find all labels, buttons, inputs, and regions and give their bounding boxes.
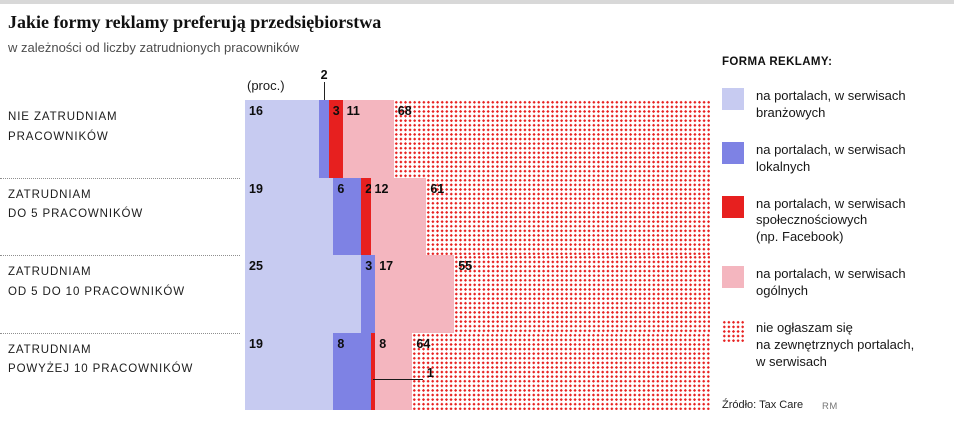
legend-label: nie ogłaszam się na zewnętrznych portalac… — [756, 320, 915, 369]
bar-segment: 64 — [412, 332, 710, 410]
value-label: 6 — [337, 181, 345, 196]
bar-row-0: 16 3 11 68 — [245, 100, 710, 178]
category-label: ZATRUDNIAM OD 5 DO 10 PRACOWNIKÓW — [8, 266, 185, 298]
value-label: 8 — [379, 336, 387, 351]
value-label: 61 — [430, 181, 445, 196]
value-label: 64 — [416, 336, 431, 351]
value-label: 55 — [458, 259, 473, 273]
bar-segment: 19 — [245, 177, 334, 255]
credit-label: RM — [822, 401, 838, 412]
value-label: 12 — [374, 181, 389, 196]
value-label: 25 — [249, 259, 263, 273]
bar-segment: 68 — [393, 100, 710, 178]
value-label: 3 — [332, 104, 340, 118]
bar-segment: 6 — [333, 177, 362, 255]
bar-segment: 17 — [375, 255, 455, 333]
bar-segment — [370, 332, 376, 410]
bar-segment: 55 — [454, 255, 710, 333]
value-label: 8 — [337, 336, 345, 351]
bar-segment: 3 — [361, 255, 376, 333]
legend-items: na portalach, w serwisach branżowych na po… — [722, 88, 950, 371]
bar-row-2: 25 3 17 55 — [245, 255, 710, 333]
page-title: Jakie formy reklamy preferują przedsiębi… — [8, 12, 382, 32]
top-divider — [0, 0, 954, 4]
bar-row-3: 19 8 8 64 — [245, 332, 710, 410]
bar-segment: 19 — [245, 332, 334, 410]
legend-swatch — [722, 320, 744, 343]
category-label: ZATRUDNIAM POWYŻEJ 10 PRACOWNIKÓW — [8, 343, 194, 376]
callout-line — [323, 82, 325, 100]
bar-segment: 2 — [361, 177, 373, 255]
page-subtitle: w zależności od liczby zatrudnionych pra… — [8, 40, 300, 55]
bar-segment: 12 — [370, 177, 427, 255]
legend-label: na portalach, w serwisach branżowych — [756, 88, 906, 120]
legend-item: nie ogłaszam się na zewnętrznych portalac… — [722, 320, 950, 371]
legend-swatch — [722, 88, 744, 110]
legend-swatch — [722, 141, 744, 164]
legend-swatch — [722, 195, 744, 218]
category-label: ZATRUDNIAM DO 5 PRACOWNIKÓW — [8, 188, 144, 221]
bar-segment: 11 — [342, 100, 394, 178]
bar-segment: 8 — [333, 332, 371, 410]
value-label: 3 — [365, 259, 373, 273]
value-label: 17 — [379, 259, 394, 273]
legend-label: na portalach, w serwisach lokalnych — [756, 141, 906, 174]
bar-segment — [319, 100, 329, 178]
category-label: NIE ZATRUDNIAM PRACOWNIKÓW — [8, 111, 118, 143]
row-separator — [0, 255, 240, 256]
bar-segment: 8 — [375, 332, 413, 410]
bar-segment: 16 — [245, 100, 320, 178]
value-label: 11 — [346, 104, 360, 118]
bar-row-1: 19 6 2 12 61 — [245, 177, 710, 255]
legend-item: na portalach, w serwisach lokalnych — [722, 141, 950, 176]
value-label: 19 — [249, 181, 263, 196]
unit-label: (proc.) — [247, 78, 285, 93]
legend-title: FORMA REKLAMY: — [722, 56, 833, 68]
bar-segment: 3 — [328, 100, 343, 178]
legend-label: na portalach, w serwisach społecznościowy… — [756, 195, 906, 245]
legend: FORMA REKLAMY: na portalach, w serwisach… — [722, 56, 950, 391]
row-separator — [0, 177, 240, 179]
legend-label: na portalach, w serwisach ogólnych — [756, 266, 906, 299]
legend-swatch — [722, 266, 744, 289]
value-label: 2 — [365, 181, 373, 196]
legend-item: na portalach, w serwisach branżowych — [722, 88, 950, 122]
value-label: 68 — [397, 104, 412, 118]
legend-item: na portalach, w serwisach społecznościowy… — [722, 195, 950, 247]
stacked-bar-chart: 16 3 11 68 19 6 2 12 61 25 3 17 55 19 8 8 64 — [245, 100, 710, 410]
bar-segment: 25 — [245, 255, 362, 333]
source-label: Źródło: Tax Care — [722, 399, 804, 411]
value-label: 2 — [320, 68, 328, 82]
bar-segment: 61 — [426, 177, 710, 255]
legend-item: na portalach, w serwisach ogólnych — [722, 266, 950, 300]
value-label: 16 — [249, 104, 263, 118]
row-separator — [0, 332, 240, 334]
value-label: 19 — [249, 336, 263, 351]
